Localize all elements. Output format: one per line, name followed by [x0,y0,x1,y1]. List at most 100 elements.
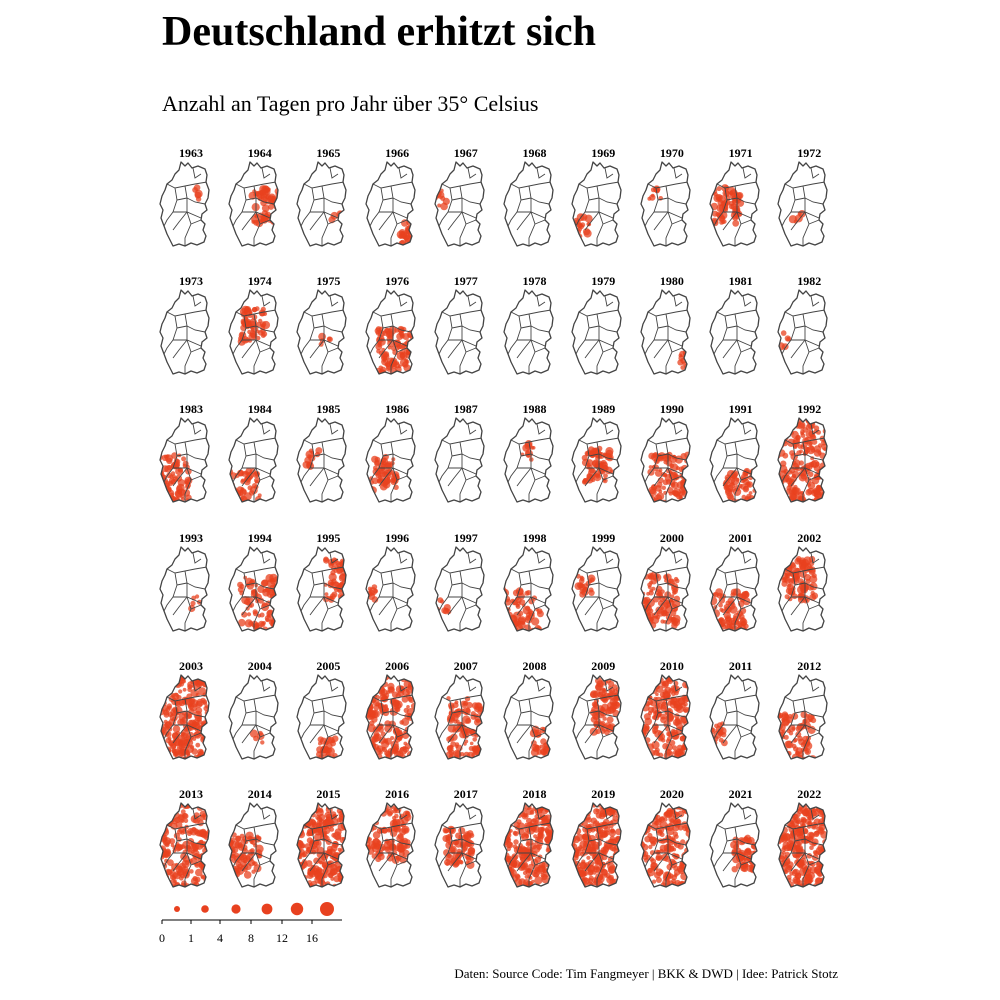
state-border [790,582,806,615]
heat-dot [237,649,245,657]
heat-dot [206,884,209,887]
heat-dot [373,704,380,711]
germany-map [502,289,554,375]
heat-dot [373,756,378,759]
heat-dot [375,326,382,332]
heat-dot [171,692,180,701]
heat-dot [501,637,508,644]
heat-dot [246,581,254,590]
heat-dot [550,885,553,887]
heat-dot [252,735,259,742]
heat-dot [236,486,244,494]
heat-dot [318,754,325,759]
state-border [534,219,545,225]
heat-dot [649,503,655,509]
state-border [671,732,683,738]
heat-dot [255,321,262,328]
year-label: 1992 [797,402,822,417]
heat-dot [779,490,787,498]
heat-dot [511,859,520,869]
country-outline [640,417,691,504]
country-outline [296,289,348,375]
state-border [398,167,408,179]
heat-dot [372,676,381,684]
heat-dot [526,868,532,874]
germany-map [434,802,485,888]
year-label: 1999 [591,530,616,545]
heat-dot [503,610,507,617]
heat-dot [678,501,684,503]
heat-dot [239,648,247,656]
heat-dot [781,330,787,337]
heat-dot [742,510,747,515]
heat-dot [608,680,615,687]
heat-dot [287,602,293,608]
heat-dot [152,487,158,493]
heat-dot [164,498,170,503]
heat-dot [331,577,337,584]
state-border [516,454,531,487]
heat-dot [228,479,232,487]
heat-dot [286,591,291,596]
country-outline [502,802,554,888]
country-fill [228,674,278,759]
year-cell: 1990 [638,402,706,522]
heat-dot [248,512,253,517]
heat-dot [679,735,686,742]
heat-dot [391,822,396,827]
state-border [383,197,394,201]
heat-dot [179,503,185,509]
heat-dot [739,616,746,623]
state-border [596,442,618,461]
heat-dot [409,726,416,735]
heat-dot [632,691,637,696]
heat-dot [350,574,354,578]
state-border [190,347,202,353]
heat-dot [200,874,205,879]
heat-dot [168,686,173,691]
heat-dot [662,473,667,478]
state-border [671,604,683,610]
state-border [584,198,600,231]
state-border [589,197,600,201]
year-label: 1970 [659,146,684,160]
year-cell: 1966 [363,146,431,266]
heat-dot [195,868,203,877]
heat-dot [825,461,828,466]
state-border [192,296,202,307]
heat-dot [239,510,246,517]
heat-dot [403,364,411,372]
heat-dot [728,190,733,195]
state-border [390,314,412,333]
state-border [520,582,531,586]
heat-dot [228,498,235,503]
year-cell: 1963 [157,146,225,266]
heat-dot [533,729,542,738]
heat-dot [174,844,182,852]
year-cell: 1984 [226,402,294,522]
heat-dot [687,715,690,721]
heat-dot [500,643,506,649]
heat-dot [503,599,505,607]
state-border [310,198,325,231]
heat-dot [503,867,507,872]
heat-dot [266,634,270,638]
heat-dot [335,803,340,807]
heat-dot [283,626,291,634]
state-border [465,604,476,610]
heat-dot [467,847,475,855]
heat-dot [314,870,322,878]
heat-dot [804,778,808,782]
heat-dot [489,728,495,734]
state-border [740,732,751,738]
heat-dot [814,425,820,432]
state-border [378,198,394,231]
heat-dot [181,859,190,868]
heat-dot [237,618,246,627]
state-border [516,198,531,231]
year-cell: 2007 [432,659,500,779]
state-border [653,710,669,744]
heat-dot [252,861,258,867]
year-label: 1966 [385,146,410,160]
heat-dot [780,460,787,468]
